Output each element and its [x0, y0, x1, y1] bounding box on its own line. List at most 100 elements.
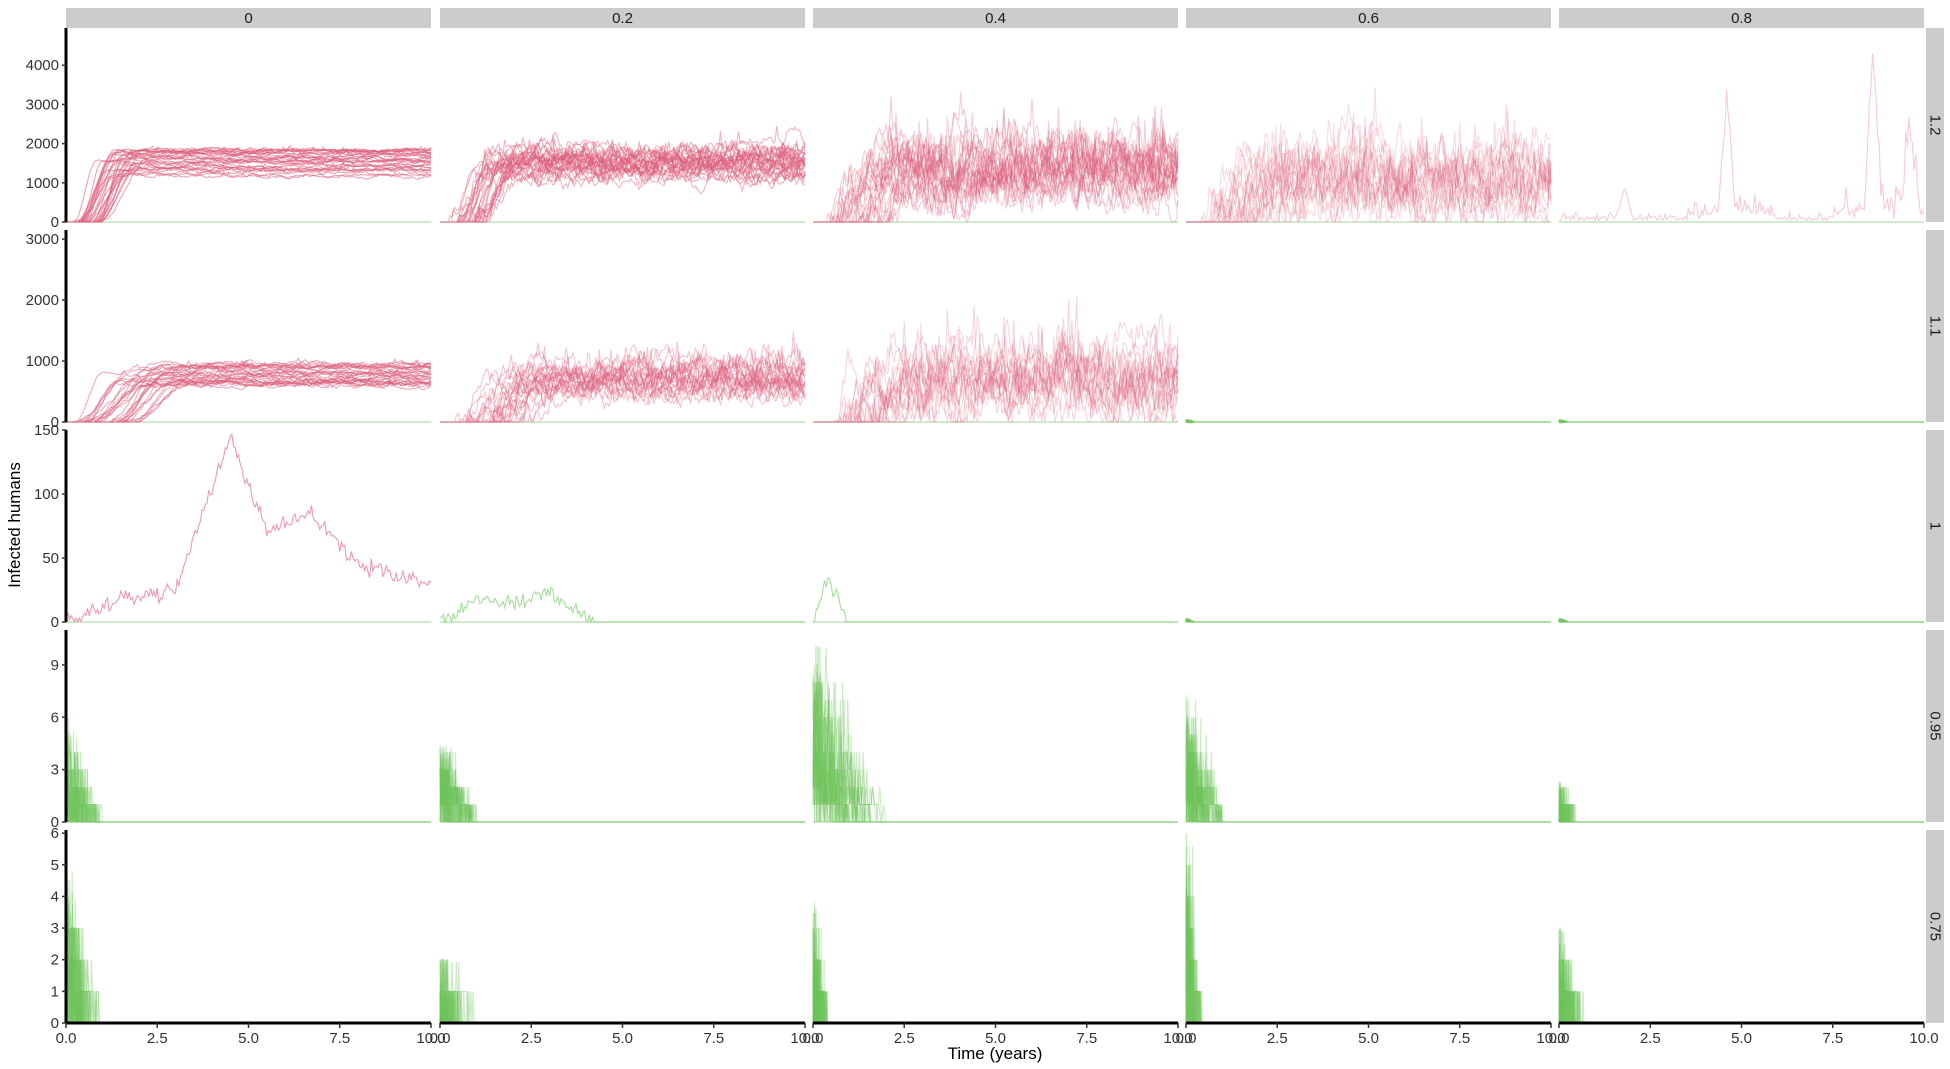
- series-line: [1185, 420, 1551, 424]
- series-line: [439, 747, 805, 823]
- series-line: [440, 360, 806, 424]
- series-line: [1185, 725, 1551, 823]
- series-line: [440, 148, 806, 224]
- series-line: [1558, 618, 1924, 623]
- panel: [65, 717, 431, 823]
- series-line: [1186, 141, 1552, 224]
- series-line: [813, 745, 1178, 823]
- series-line: [813, 119, 1179, 223]
- series-line: [440, 142, 806, 223]
- series-line: [813, 150, 1179, 223]
- y-tick-label: 4000: [26, 57, 59, 74]
- series-line: [440, 352, 806, 423]
- series-line: [1558, 418, 1924, 424]
- series-line: [65, 913, 431, 1024]
- series-line: [813, 126, 1179, 223]
- series-line: [440, 146, 806, 223]
- series-line: [440, 152, 806, 223]
- series-line: [440, 138, 806, 223]
- series-line: [66, 376, 432, 423]
- series-line: [65, 757, 431, 823]
- series-line: [66, 368, 432, 423]
- series-line: [439, 803, 805, 823]
- series-line: [440, 144, 806, 223]
- panel: [66, 357, 432, 423]
- series-line: [440, 154, 806, 223]
- series-line: [1558, 618, 1924, 623]
- panel: [813, 296, 1179, 424]
- series-line: [1185, 419, 1551, 425]
- series-line: [440, 141, 806, 223]
- series-line: [1185, 620, 1551, 623]
- series-line: [812, 676, 1178, 823]
- series-line: [440, 125, 806, 223]
- series-line: [813, 296, 1179, 423]
- series-line: [1558, 418, 1924, 424]
- series-line: [66, 374, 432, 423]
- series-line: [439, 759, 805, 823]
- strips-layer: 0 0.2 0.4 0.6 0.8 1.2 1.1 1 0.95 0.75: [66, 8, 1944, 1023]
- series-line: [1559, 803, 1924, 823]
- series-line: [440, 146, 806, 223]
- series-line: [812, 726, 1178, 823]
- facet-strip-row: [1926, 430, 1944, 622]
- series-line: [1186, 112, 1552, 223]
- series-line: [440, 351, 806, 423]
- x-tick-label: 0.0: [803, 1030, 824, 1047]
- series-line: [813, 354, 1178, 423]
- series-line: [1558, 618, 1924, 623]
- series-line: [813, 319, 1179, 424]
- series-line: [66, 155, 432, 223]
- series-line: [813, 316, 1179, 423]
- y-tick-label: 3000: [26, 96, 59, 113]
- series-line: [65, 788, 431, 823]
- series-line: [1186, 109, 1552, 223]
- series-line: [813, 335, 1179, 424]
- y-tick-label: 5: [51, 857, 59, 874]
- facet-strip-row: [1926, 230, 1944, 422]
- series-line: [813, 107, 1179, 223]
- series-line: [440, 359, 806, 423]
- series-line: [1185, 418, 1551, 424]
- series-line: [813, 108, 1179, 223]
- x-tick-label: 10.0: [416, 1030, 445, 1047]
- series-line: [1185, 418, 1551, 424]
- series-line: [813, 130, 1179, 223]
- y-tick-label: 1000: [26, 353, 59, 370]
- series-line: [1558, 941, 1924, 1024]
- facet-label-col: 0.8: [1731, 10, 1752, 27]
- series-line: [1558, 618, 1924, 623]
- series-line: [812, 715, 1178, 823]
- series-line: [440, 345, 806, 423]
- series-line: [65, 744, 431, 823]
- series-line: [440, 146, 806, 223]
- series-line: [812, 688, 1178, 823]
- panel: [1558, 418, 1924, 425]
- series-line: [66, 147, 432, 223]
- series-line: [1185, 775, 1551, 823]
- series-line: [1185, 417, 1551, 424]
- series-line: [440, 153, 806, 223]
- series-line: [1185, 714, 1551, 823]
- series-line: [813, 316, 1179, 423]
- series-line: [813, 751, 1178, 823]
- series-line: [65, 772, 431, 823]
- series-line: [812, 676, 1178, 823]
- x-tick-label: 0.0: [1549, 1030, 1570, 1047]
- series-line: [813, 135, 1179, 223]
- series-line: [1558, 791, 1924, 823]
- series-line: [813, 112, 1179, 223]
- series-line: [66, 372, 432, 423]
- series-line: [65, 779, 431, 823]
- series-line: [440, 140, 806, 223]
- series-line: [813, 318, 1179, 423]
- x-tick-label: 0.0: [1176, 1030, 1197, 1047]
- series-line: [1186, 116, 1552, 223]
- x-tick-label: 2.5: [1267, 1030, 1288, 1047]
- x-tick-label: 7.5: [329, 1030, 350, 1047]
- y-tick-label: 4: [51, 888, 59, 905]
- series-line: [813, 120, 1179, 223]
- y-tick-label: 1000: [26, 175, 59, 192]
- x-axis-title: Time (years): [948, 1044, 1043, 1063]
- y-tick-label: 2000: [26, 292, 59, 309]
